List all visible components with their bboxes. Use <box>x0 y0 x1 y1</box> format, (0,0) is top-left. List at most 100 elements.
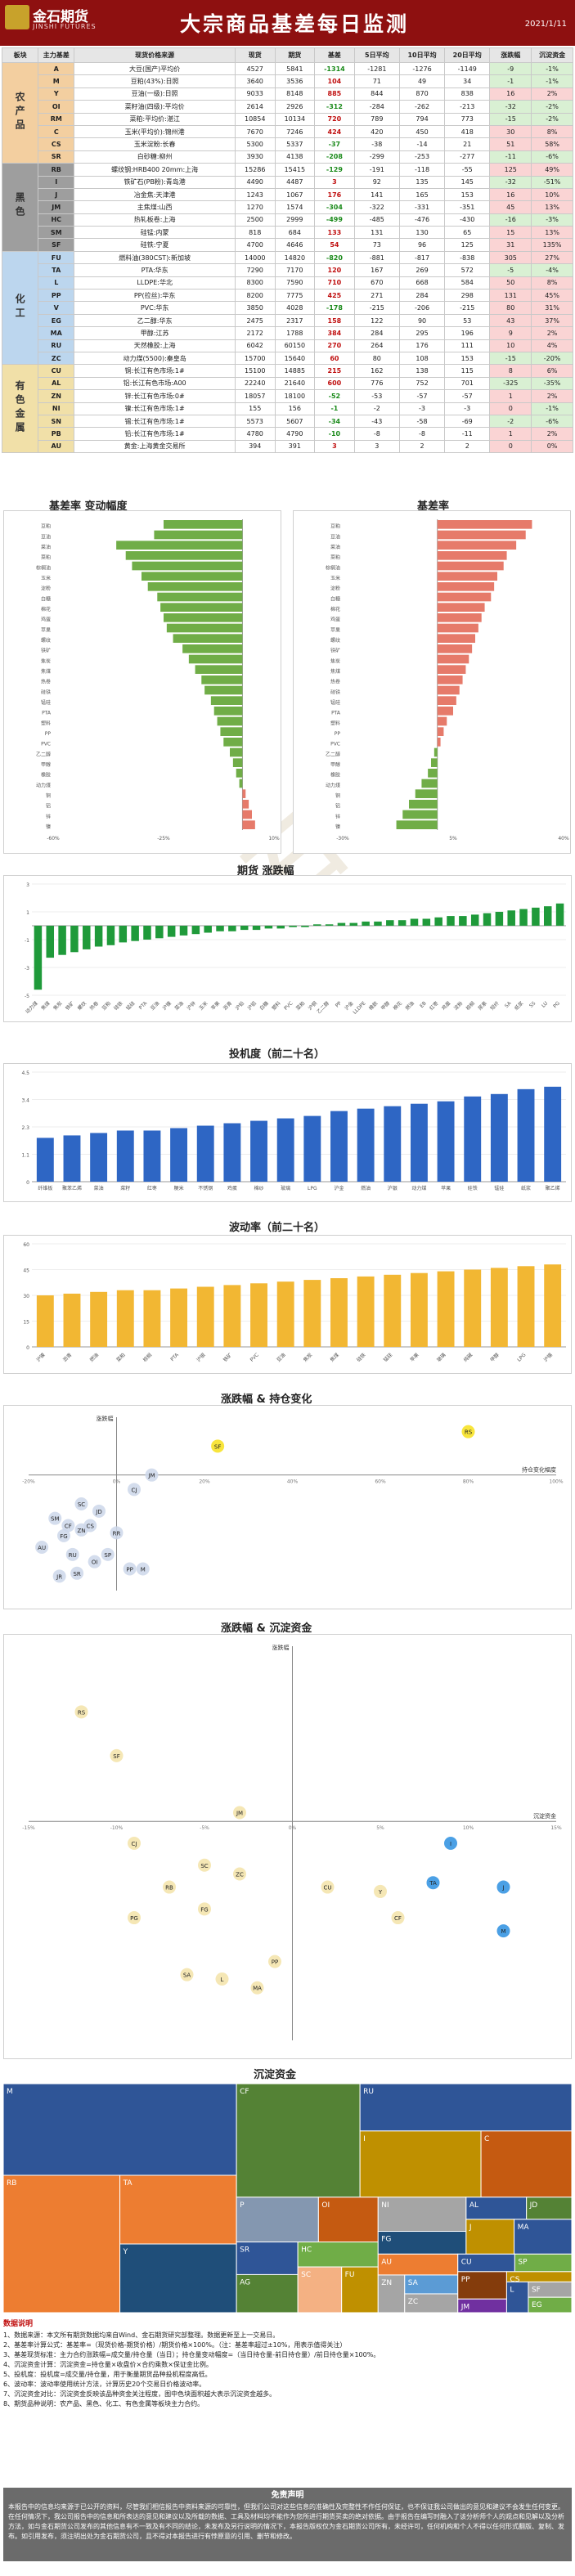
bar <box>167 926 176 937</box>
table-cell: 5337 <box>274 137 316 151</box>
table-cell: 92 <box>353 175 400 189</box>
table-cell: TA <box>38 263 75 277</box>
category-label: 燃油 <box>404 1000 416 1012</box>
category-label: 热卷 <box>88 1000 100 1012</box>
treemap-label: EG <box>532 2301 542 2309</box>
treemap-label: CU <box>461 2258 472 2266</box>
table-cell: 391 <box>274 439 316 454</box>
table-cell: 2926 <box>274 100 316 114</box>
category-label: 沪镍 <box>161 1000 173 1012</box>
table-row: J 冶金焦:天津港 1243 1067 176 141 165 153 16 10% <box>2 187 573 202</box>
bar <box>428 769 438 778</box>
bar <box>70 926 79 953</box>
category-label: 玻璃 <box>435 1352 447 1363</box>
bar <box>236 769 243 778</box>
category-label: 棉花 <box>392 1000 403 1012</box>
tick-label: 3 <box>26 882 29 888</box>
table-row: C 玉米(平均价):锦州港 7670 7246 424 420 450 418 30 8% <box>2 124 573 139</box>
table-cell: 主焦煤:山西 <box>74 200 236 214</box>
table-cell: 2475 <box>234 313 276 328</box>
bar <box>437 1271 455 1347</box>
point-label: JM <box>147 1473 155 1479</box>
treemap-label: NI <box>381 2201 389 2210</box>
bar <box>58 926 66 955</box>
treemap-cell <box>3 2084 237 2176</box>
table-row: AL 铝:长江有色市场:A00 22240 21640 600 776 752 701 -325… <box>2 376 573 391</box>
scatter-point <box>92 1504 106 1518</box>
category-label: 白糖 <box>41 595 51 602</box>
treemap-cell <box>236 2273 299 2313</box>
tick-label: -10% <box>110 1825 124 1831</box>
col-header: 5日平均 <box>353 47 400 63</box>
table-row: JM 主焦煤:山西 1270 1574 -304 -322 -331 -351 45 13% <box>2 200 573 214</box>
bar <box>143 1290 161 1347</box>
bar <box>131 926 139 941</box>
table-cell: CS <box>38 137 75 151</box>
bar <box>276 926 285 929</box>
table-cell: 2% <box>531 87 573 101</box>
table-row: 农产品 A 大豆(国产)平均价 4527 5841 -1314 -1281 -1276 -114… <box>1 61 573 164</box>
table-cell: -1 <box>314 402 355 415</box>
scatter-point <box>391 1911 405 1925</box>
table-cell: 269 <box>398 263 446 277</box>
category-label: 聚苯乙烯 <box>62 1185 82 1192</box>
treemap-cell <box>317 2197 379 2243</box>
category-label: 红枣 <box>147 1185 157 1192</box>
table-cell: 3640 <box>234 74 276 88</box>
table-cell: -51% <box>531 175 573 189</box>
table-row: RM 菜粕:平均价:湛江 10854 10134 720 789 794 773 -15 -2% <box>2 112 573 126</box>
category-label: 短纤 <box>489 1000 501 1012</box>
table-cell: 7290 <box>234 263 276 277</box>
table-cell: -178 <box>314 301 355 315</box>
table-cell: -1 <box>489 74 532 88</box>
table-cell: 120 <box>314 263 355 277</box>
treemap-label: SP <box>518 2258 528 2266</box>
category-label: 沪银 <box>195 1352 206 1363</box>
tick-label: 60 <box>23 1242 29 1248</box>
point-label: PP <box>272 1959 278 1966</box>
table-cell: -485 <box>353 213 400 227</box>
bar <box>464 1096 482 1182</box>
table-cell: -35% <box>531 376 573 391</box>
point-label: SC <box>78 1501 85 1508</box>
bar <box>230 747 243 757</box>
table-cell: 80 <box>489 301 532 315</box>
category-label: 菜油 <box>41 544 51 550</box>
bar <box>90 1133 108 1182</box>
table-cell: 5841 <box>274 61 316 76</box>
category-label: 硅铁 <box>41 689 51 695</box>
basis-table: 板块 主力基差 现货价格来源 现货 期货 基差 5日平均 10日平均 20日平均 涨跌幅 沉淀资金 … <box>1 47 573 454</box>
point-label: MA <box>253 1986 262 1992</box>
table-cell: C <box>38 124 75 139</box>
table-cell: 0 <box>489 402 532 415</box>
category-label: 棕榈油 <box>36 564 51 571</box>
bar <box>330 1111 348 1182</box>
treemap-label: JD <box>529 2201 538 2210</box>
table-cell: 450 <box>398 124 446 139</box>
y-axis-label: 涨跌幅 <box>97 1415 114 1422</box>
scatter-point <box>110 1526 124 1540</box>
tick-label: -15% <box>22 1825 35 1831</box>
table-cell: 104 <box>314 74 355 88</box>
table-cell: 1243 <box>234 187 276 202</box>
table-cell: CU <box>38 364 75 378</box>
tick-label: 10% <box>463 1825 474 1831</box>
table-cell: -38 <box>353 137 400 151</box>
category-label: SA <box>504 1000 513 1009</box>
category-label: 尿素 <box>477 1000 488 1012</box>
table-cell: 885 <box>314 87 355 101</box>
table-cell: 298 <box>444 289 491 303</box>
bar <box>303 1115 321 1182</box>
point-label: ZC <box>236 1871 244 1878</box>
bar <box>164 613 243 622</box>
category-label: 动力煤 <box>326 782 340 788</box>
table-cell: 4138 <box>274 150 316 164</box>
treemap-label: FU <box>345 2271 355 2279</box>
bar <box>276 1281 294 1347</box>
category-label: LLDPE <box>352 1000 366 1015</box>
note-line: 2、基差率计算公式：基差率=（现货价格-期货价格）/期货价格×100%。（注：基… <box>3 2341 347 2349</box>
bar <box>421 779 438 788</box>
bar <box>459 916 467 926</box>
